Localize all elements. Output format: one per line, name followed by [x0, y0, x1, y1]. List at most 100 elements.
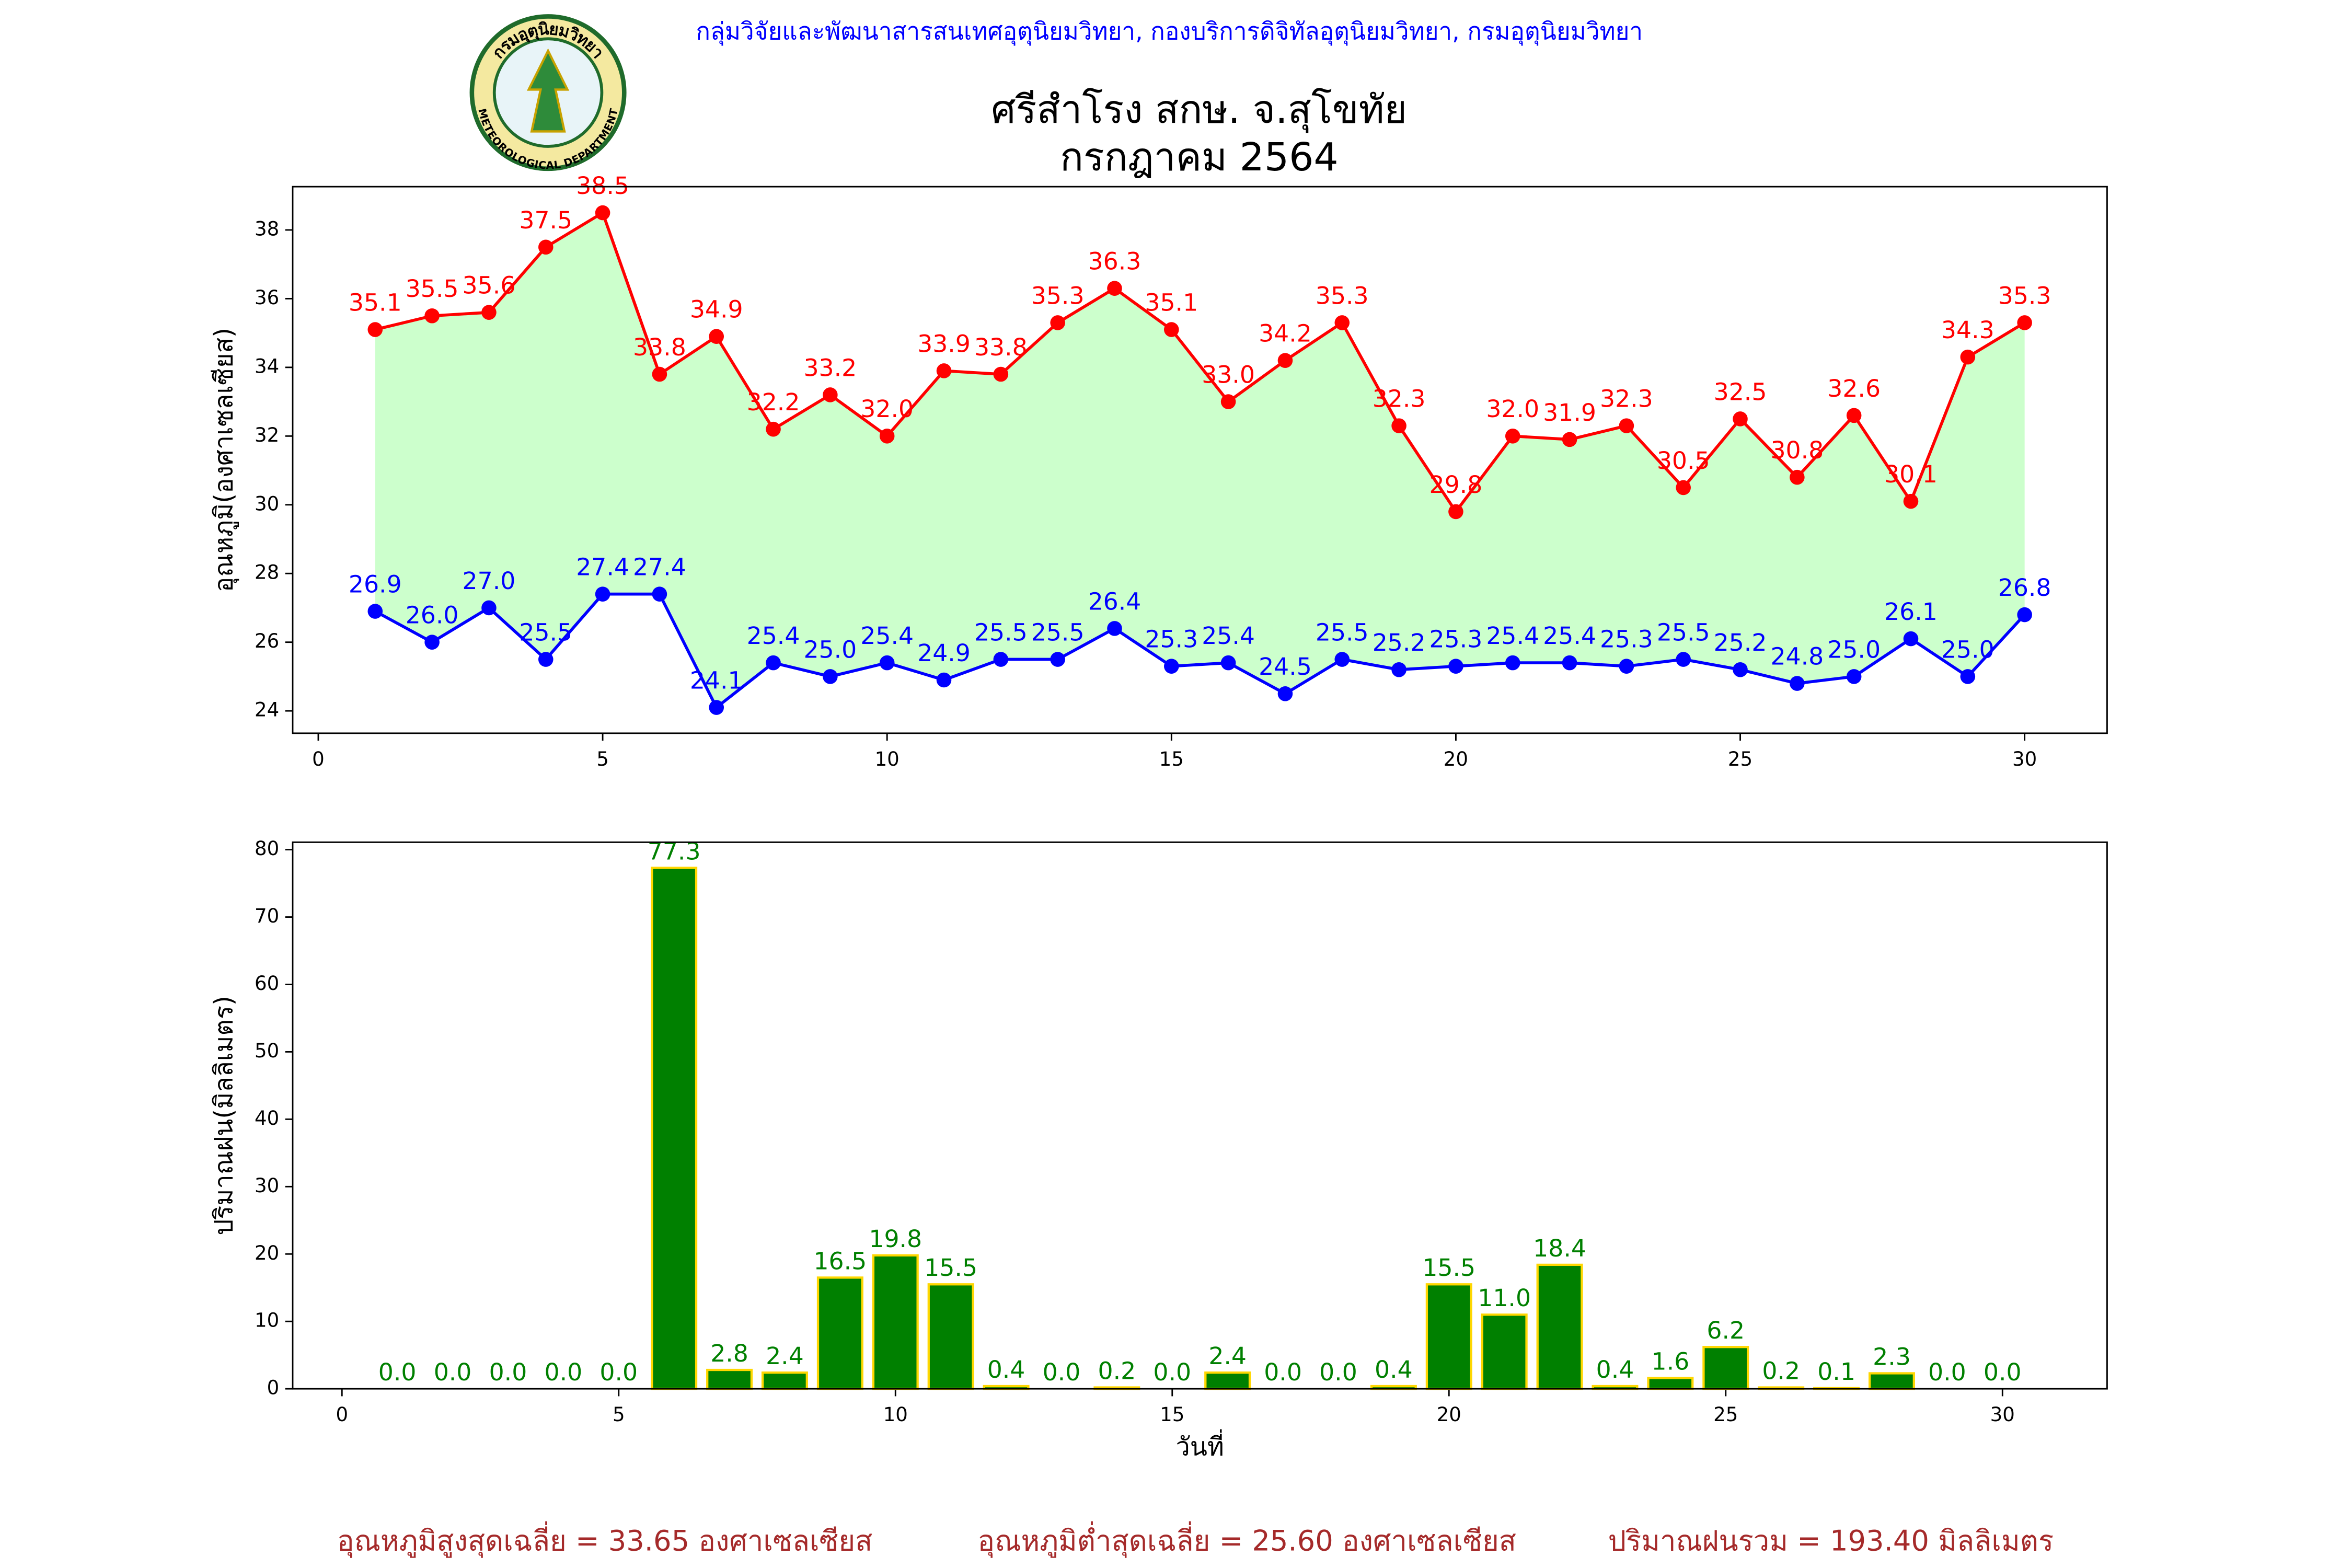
- point: [424, 308, 440, 324]
- value-label: 27.0: [463, 567, 516, 595]
- value-label: 34.9: [690, 296, 743, 324]
- value-label: 26.0: [406, 602, 459, 629]
- point: [823, 387, 838, 402]
- point: [1562, 655, 1577, 671]
- value-label: 0.4: [987, 1356, 1025, 1383]
- value-label: 0.4: [1596, 1356, 1634, 1383]
- y-tick-label: 34: [255, 355, 279, 377]
- point: [1505, 429, 1520, 444]
- value-label: 36.3: [1088, 248, 1142, 275]
- value-label: 25.5: [1316, 618, 1369, 646]
- header: กลุ่มวิจัยและพัฒนาสารสนเทศอุตุนิยมวิทยา,…: [696, 17, 1643, 46]
- point: [1164, 322, 1179, 337]
- value-label: 32.6: [1827, 375, 1881, 402]
- value-label: 24.5: [1259, 653, 1312, 681]
- y-axis-label: ปริมาณฝน(มิลลิเมตร): [209, 996, 238, 1236]
- value-label: 25.4: [1202, 622, 1255, 650]
- value-label: 18.4: [1533, 1235, 1586, 1262]
- point: [993, 652, 1009, 667]
- plot-frame: [292, 841, 2108, 1390]
- bar: [1536, 1263, 1583, 1390]
- point: [1960, 349, 1976, 365]
- x-tick-label: 10: [875, 748, 900, 770]
- value-label: 0.0: [1153, 1358, 1191, 1386]
- value-label: 0.0: [434, 1358, 472, 1386]
- bar: [1425, 1283, 1472, 1390]
- bar: [761, 1371, 808, 1390]
- point: [1391, 418, 1406, 433]
- chart-title: ศรีสำโรง สกษ. จ.สุโขทัย: [991, 87, 1407, 133]
- plot-frame: [292, 186, 2108, 734]
- value-label: 32.3: [1373, 385, 1426, 413]
- value-label: 30.1: [1884, 460, 1938, 488]
- point: [367, 604, 383, 619]
- value-label: 0.0: [489, 1358, 527, 1386]
- fill-between: [375, 213, 2025, 708]
- y-tick-label: 40: [255, 1107, 279, 1129]
- x-tick-label: 30: [1990, 1403, 2015, 1426]
- value-label: 35.3: [1316, 282, 1369, 309]
- y-tick-label: 28: [255, 561, 279, 584]
- value-label: 0.0: [378, 1358, 417, 1386]
- value-label: 24.8: [1770, 642, 1824, 670]
- y-tick-label: 60: [255, 972, 279, 995]
- point: [823, 669, 838, 684]
- x-tick-label: 20: [1437, 1403, 1461, 1426]
- value-label: 29.8: [1429, 471, 1483, 499]
- x-tick-label: 25: [1728, 748, 1753, 770]
- value-label: 35.1: [1145, 289, 1198, 316]
- value-label: 25.3: [1145, 626, 1198, 653]
- y-tick-label: 0: [267, 1377, 280, 1399]
- x-tick-label: 15: [1159, 748, 1184, 770]
- value-label: 30.8: [1770, 436, 1824, 464]
- chart-subtitle: กรกฎาคม 2564: [1060, 134, 1339, 180]
- point: [1220, 655, 1236, 671]
- point: [1960, 669, 1976, 684]
- point: [1676, 652, 1691, 667]
- value-label: 34.2: [1259, 320, 1312, 348]
- bar: [872, 1254, 919, 1390]
- point: [766, 421, 781, 437]
- point: [709, 329, 724, 344]
- y-tick-label: 70: [255, 905, 279, 927]
- y-tick-label: 26: [255, 630, 279, 652]
- value-label: 0.0: [1984, 1358, 2022, 1386]
- value-label: 0.0: [1043, 1358, 1081, 1386]
- y-tick-label: 36: [255, 286, 279, 309]
- value-label: 33.2: [803, 354, 857, 382]
- value-label: 19.8: [869, 1225, 922, 1253]
- value-label: 35.1: [349, 289, 402, 316]
- bar: [651, 867, 698, 1390]
- value-label: 26.8: [1998, 574, 2051, 602]
- value-label: 15.5: [1422, 1254, 1475, 1282]
- value-label: 25.4: [860, 622, 914, 650]
- value-label: 32.0: [1486, 395, 1539, 423]
- point: [1391, 662, 1406, 677]
- value-label: 32.0: [860, 395, 914, 423]
- value-label: 33.0: [1202, 361, 1255, 389]
- point: [936, 672, 952, 688]
- value-label: 33.8: [974, 333, 1028, 361]
- value-label: 2.3: [1873, 1343, 1911, 1370]
- value-label: 38.5: [576, 172, 629, 200]
- point: [1903, 493, 1919, 509]
- y-tick-label: 32: [255, 424, 279, 446]
- point: [1448, 659, 1463, 674]
- value-label: 0.2: [1762, 1357, 1800, 1385]
- point: [1107, 621, 1122, 636]
- value-label: 26.4: [1088, 587, 1142, 615]
- point: [1846, 408, 1862, 423]
- point: [367, 322, 383, 337]
- point: [1050, 652, 1065, 667]
- value-label: 25.0: [1827, 636, 1881, 663]
- point: [1790, 676, 1805, 691]
- point: [766, 655, 781, 671]
- point: [481, 305, 497, 320]
- value-label: 2.4: [1208, 1342, 1247, 1370]
- x-tick-label: 25: [1713, 1403, 1738, 1426]
- point: [709, 700, 724, 715]
- point: [2017, 607, 2032, 622]
- point: [1505, 655, 1520, 671]
